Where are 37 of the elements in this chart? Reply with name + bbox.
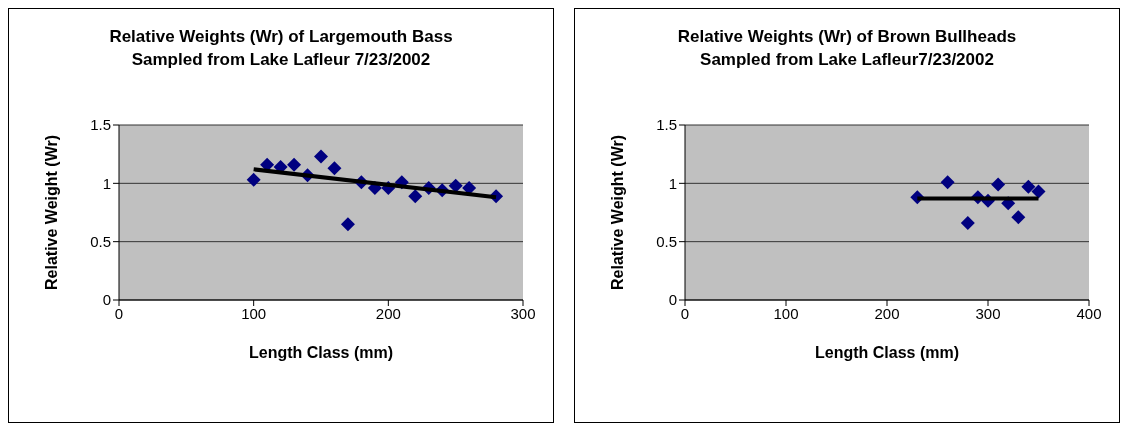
point [327, 161, 342, 176]
y-axis-title: Relative Weight (Wr) [608, 135, 626, 290]
x-tick-label: 0 [114, 304, 124, 322]
point [1011, 210, 1026, 225]
point [408, 189, 423, 204]
x-tick-label: 300 [510, 304, 536, 322]
y-tick-label: 0.5 [656, 232, 677, 250]
y-tick-label: 0 [102, 291, 111, 309]
point [1021, 179, 1036, 194]
point [1031, 184, 1046, 199]
y-tick-label: 1.5 [90, 116, 111, 134]
point [462, 181, 477, 195]
point [287, 157, 302, 172]
x-tick-label: 200 [874, 304, 900, 322]
y-tick-label: 1 [668, 174, 677, 192]
point [448, 178, 463, 193]
chart-title: Relative Weights (Wr) of Largemouth Bass Sampled from Lake Lafleur 7/23/2002 [108, 26, 454, 71]
y-tick-label: 1 [102, 174, 111, 192]
y-tick-label: 0.5 [90, 232, 111, 250]
x-tick-label: 300 [975, 304, 1001, 322]
y-tick-label: 0 [668, 291, 677, 309]
y-axis-title: Relative Weight (Wr) [42, 135, 60, 290]
x-axis-title: Length Class (mm) [248, 344, 394, 361]
x-tick-label: 0 [680, 304, 690, 322]
point [991, 177, 1006, 192]
chart-title: Relative Weights (Wr) of Brown Bullheads Sampled from Lake Lafleur7/23/2002 [676, 26, 1018, 71]
x-axis-title: Length Class (mm) [814, 344, 960, 361]
point [960, 216, 975, 230]
x-tick-label: 100 [241, 304, 267, 322]
x-tick-label: 400 [1076, 304, 1102, 322]
y-tick-label: 1.5 [656, 116, 677, 134]
point [940, 175, 955, 190]
x-tick-label: 100 [773, 304, 799, 322]
point [246, 172, 261, 187]
x-tick-label: 200 [375, 304, 401, 322]
point [340, 217, 355, 232]
point [314, 149, 328, 164]
